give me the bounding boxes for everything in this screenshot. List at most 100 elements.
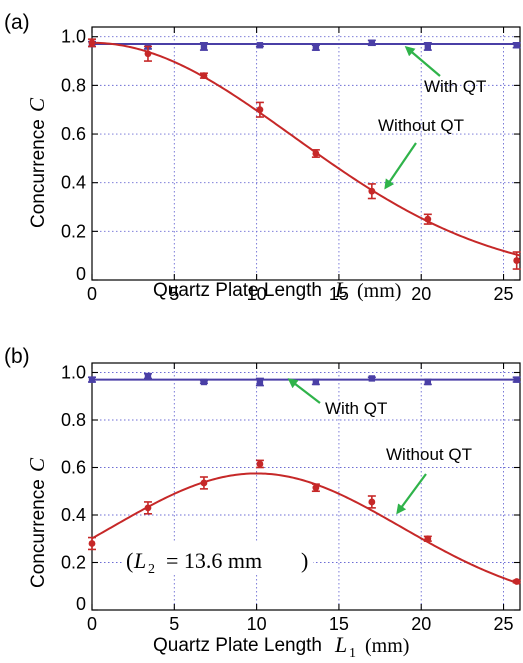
y-tick-label: 0 — [76, 264, 86, 284]
axis-ticks: 0 5 10 15 20 25 0 0.2 0.4 0.6 0.8 1.0 — [61, 363, 520, 634]
marker-square — [200, 378, 208, 386]
x-axis-symbol: L — [334, 277, 347, 302]
marker-circle — [368, 187, 376, 195]
data-point-without-qt — [512, 578, 521, 585]
arrow-without-qt — [384, 142, 417, 190]
marker-square — [424, 43, 432, 50]
marker-circle — [312, 484, 320, 492]
inset-parameter: ( L 2 = 13.6 mm ) — [123, 543, 313, 577]
x-tick-label: 0 — [87, 284, 97, 304]
marker-square — [513, 42, 520, 49]
marker-square — [256, 42, 264, 49]
data-point-without-qt — [512, 251, 521, 270]
inset-background — [123, 543, 313, 575]
y-axis-symbol: C — [25, 457, 49, 472]
y-tick-label: 0.2 — [61, 221, 86, 241]
data-point-with-qt — [512, 376, 521, 383]
marker-square — [424, 378, 432, 386]
x-tick-label: 25 — [494, 284, 514, 304]
panel-b: (b) 0 5 10 15 20 25 0 0.2 0.4 0.6 0.8 1.0 Quartz Pl… — [4, 345, 521, 661]
axis-ticks: 0 5 10 15 20 25 0 0.2 0.4 0.6 0.8 1.0 — [61, 27, 520, 304]
panel-a: (a) 0 5 10 15 20 25 0 0.2 0.4 0.6 0.8 1.0 Quartz Pl… — [4, 11, 521, 304]
inset-value: = 13.6 mm — [166, 548, 262, 573]
y-axis-label-group: Concurrence C — [25, 457, 49, 588]
inset-symbol: L — [133, 548, 146, 573]
data-point-without-qt — [88, 38, 96, 48]
y-tick-label: 0.4 — [61, 505, 86, 525]
data-point-without-qt — [311, 149, 320, 158]
marker-circle — [424, 535, 432, 543]
x-axis-symbol: L — [334, 632, 347, 657]
fit-curve-without-qt — [91, 41, 521, 257]
data-point-without-qt — [367, 183, 376, 200]
data-point-with-qt — [143, 372, 152, 380]
x-axis-unit: (mm) — [357, 280, 401, 302]
arrow-with-qt — [287, 378, 321, 404]
x-tick-label: 10 — [247, 284, 267, 304]
plot-frame — [91, 362, 521, 611]
data-point-without-qt — [255, 459, 264, 469]
y-axis-label-group: Concurrence C — [25, 97, 49, 228]
data-point-with-qt — [423, 42, 432, 51]
data-point-with-qt — [367, 375, 376, 382]
x-tick-label: 10 — [247, 614, 267, 634]
x-axis-label: Quartz Plate Length — [153, 635, 322, 656]
marker-circle — [312, 150, 320, 157]
marker-square — [144, 372, 152, 380]
data-point-with-qt — [367, 39, 376, 47]
y-tick-label: 0.8 — [61, 410, 86, 430]
marker-square — [312, 378, 320, 386]
data-point-with-qt — [311, 378, 320, 386]
data-point-with-qt — [88, 376, 96, 383]
data-point-without-qt — [88, 536, 96, 551]
marker-square — [513, 376, 520, 383]
marker-square — [256, 378, 264, 386]
marker-circle — [256, 460, 264, 468]
y-tick-label: 0.2 — [61, 553, 86, 573]
marker-square — [200, 43, 208, 50]
annotation-with-qt: With QT — [325, 399, 387, 418]
plot-frame — [91, 26, 521, 281]
data-point-with-qt — [199, 378, 208, 386]
grid — [92, 363, 520, 610]
y-axis-symbol: C — [25, 97, 49, 112]
y-tick-label: 0.6 — [61, 124, 86, 144]
arrow-without-qt — [396, 473, 427, 515]
x-axis-unit: (mm) — [365, 635, 409, 657]
y-tick-label: 0 — [76, 594, 86, 614]
marker-square — [88, 376, 96, 383]
y-axis-label: Concurrence — [28, 119, 49, 228]
data-point-without-qt — [423, 213, 432, 225]
fit-curves — [91, 378, 521, 585]
marker-circle — [200, 72, 208, 80]
annotation-with-qt: With QT — [424, 77, 486, 96]
x-tick-label: 20 — [411, 284, 431, 304]
fit-curves — [91, 41, 521, 257]
arrow-with-qt — [404, 46, 441, 77]
marker-circle — [368, 498, 376, 506]
panel-label: (b) — [4, 345, 30, 368]
x-tick-label: 5 — [169, 614, 179, 634]
x-tick-label: 5 — [169, 284, 179, 304]
x-axis-label: Quartz Plate Length — [153, 280, 322, 301]
marker-circle — [424, 215, 432, 223]
panel-label: (a) — [4, 11, 30, 34]
data-point-without-qt — [199, 476, 208, 490]
data-point-without-qt — [143, 501, 152, 515]
marker-square — [312, 44, 320, 51]
inset-subscript: 2 — [148, 562, 155, 577]
marker-circle — [88, 540, 96, 547]
marker-circle — [256, 106, 264, 114]
marker-circle — [513, 257, 521, 264]
annotation-without-qt: Without QT — [378, 116, 464, 135]
x-axis-symbol-subscript: 1 — [349, 646, 356, 661]
data-points — [88, 372, 521, 585]
marker-circle — [144, 504, 152, 512]
marker-square — [368, 39, 376, 47]
data-point-with-qt — [255, 377, 264, 387]
x-tick-label: 0 — [87, 614, 97, 634]
inset-open-paren: ( — [126, 548, 133, 573]
y-axis-label: Concurrence — [28, 479, 49, 588]
y-tick-label: 0.8 — [61, 75, 86, 95]
